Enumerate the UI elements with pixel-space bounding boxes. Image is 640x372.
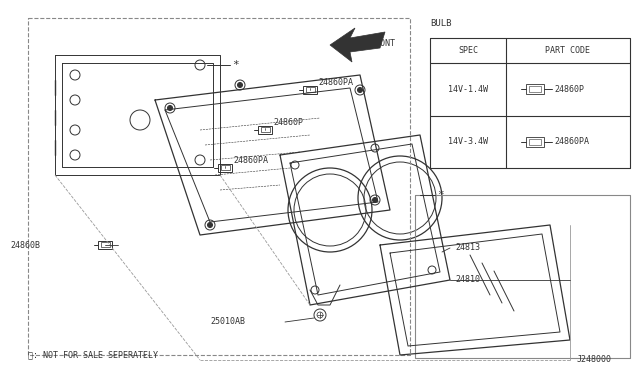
Bar (218, 164, 232, 172)
Bar (258, 126, 272, 134)
Text: PART CODE: PART CODE (545, 46, 591, 55)
Text: 24860PA: 24860PA (318, 77, 353, 87)
Circle shape (237, 83, 243, 87)
Text: ※: NOT FOR SALE SEPERATELY: ※: NOT FOR SALE SEPERATELY (28, 350, 158, 359)
Text: *: * (232, 60, 239, 70)
Circle shape (207, 222, 212, 228)
Text: 14V-1.4W: 14V-1.4W (448, 85, 488, 94)
Text: BULB: BULB (430, 19, 451, 28)
Text: SPEC: SPEC (458, 46, 478, 55)
Text: 25010AB: 25010AB (210, 317, 245, 327)
Circle shape (372, 198, 378, 202)
Bar (526, 84, 544, 94)
Text: FRONT: FRONT (370, 38, 395, 48)
Text: 24860PA: 24860PA (554, 137, 589, 146)
Text: *: * (437, 190, 444, 200)
Bar (101, 242, 110, 247)
Bar (98, 241, 112, 249)
Text: 24860P: 24860P (273, 118, 303, 126)
Polygon shape (330, 28, 385, 62)
Text: 24813: 24813 (455, 244, 480, 253)
Text: 24860PA: 24860PA (233, 155, 268, 164)
Bar (529, 86, 541, 92)
Bar (306, 87, 315, 92)
Circle shape (168, 106, 173, 110)
Bar (221, 165, 230, 170)
Bar (526, 137, 544, 147)
Bar (303, 86, 317, 94)
Text: 24810: 24810 (455, 276, 480, 285)
Circle shape (358, 87, 362, 93)
Text: 24860P: 24860P (554, 85, 584, 94)
Text: 14V-3.4W: 14V-3.4W (448, 137, 488, 146)
Text: J248000: J248000 (577, 356, 612, 365)
Text: 24860B: 24860B (10, 241, 40, 250)
Bar (261, 127, 270, 132)
Bar (529, 139, 541, 145)
